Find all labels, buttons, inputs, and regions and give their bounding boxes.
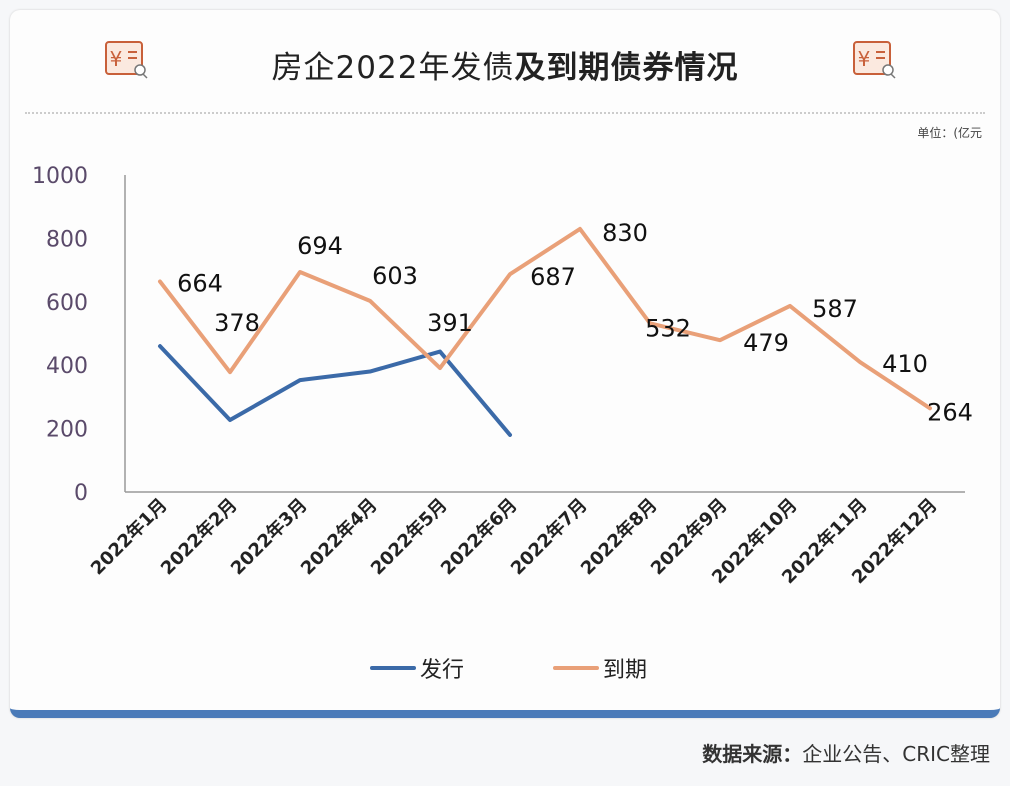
y-tick-label: 200 [46, 418, 88, 443]
source-note: 数据来源：企业公告、CRIC整理 [702, 738, 990, 767]
series-line-maturity [158, 226, 932, 411]
legend-label: 到期 [603, 658, 647, 683]
receipt-yuan-search-icon: ¥ [105, 41, 148, 79]
receipt-yuan-search-icon: ¥ [853, 41, 896, 79]
data-label: 532 [645, 314, 691, 342]
series-line-issue [158, 344, 512, 437]
data-label: 687 [530, 263, 576, 291]
legend-label: 发行 [420, 658, 464, 683]
svg-text:¥: ¥ [110, 47, 123, 71]
data-label: 587 [812, 295, 858, 323]
divider [25, 112, 985, 114]
data-label: 479 [743, 329, 789, 357]
svg-text:¥: ¥ [858, 47, 871, 71]
source-label: 数据来源： [702, 742, 803, 766]
data-label: 378 [214, 309, 260, 337]
data-label: 391 [427, 309, 473, 337]
title-part2: 及到期债券情况 [514, 50, 739, 86]
y-tick-label: 600 [46, 291, 88, 316]
data-label: 603 [372, 262, 418, 290]
data-label: 664 [177, 270, 223, 298]
data-label: 694 [297, 232, 343, 260]
unit-label: 单位：(亿元 [917, 126, 982, 140]
y-tick-label: 400 [46, 354, 88, 379]
y-tick-label: 0 [74, 481, 88, 506]
data-label: 830 [602, 219, 648, 247]
chart-title: 房企2022年发债及到期债券情况 [0, 42, 1010, 87]
y-tick-label: 1000 [32, 164, 88, 189]
source-text: 企业公告、CRIC整理 [802, 742, 990, 766]
data-label: 410 [882, 350, 928, 378]
data-label: 264 [927, 398, 973, 426]
y-tick-label: 800 [46, 227, 88, 252]
title-part1: 房企2022年发债 [271, 50, 515, 86]
